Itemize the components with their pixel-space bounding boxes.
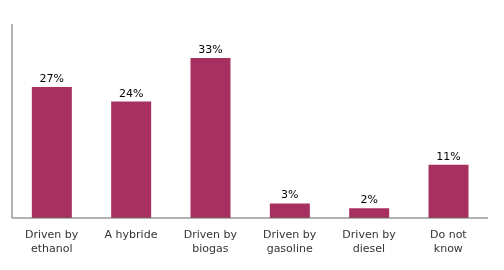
svg-text:2%: 2%: [360, 193, 377, 206]
svg-text:A hybride: A hybride: [105, 228, 158, 241]
svg-text:Driven bydiesel: Driven bydiesel: [342, 228, 396, 255]
svg-text:Driven bybiogas: Driven bybiogas: [184, 228, 238, 255]
svg-text:Driven byethanol: Driven byethanol: [25, 228, 79, 255]
svg-text:Do notknow: Do notknow: [430, 228, 467, 255]
svg-text:Driven bygasoline: Driven bygasoline: [263, 228, 317, 255]
svg-text:27%: 27%: [40, 72, 64, 85]
svg-text:33%: 33%: [198, 43, 222, 56]
svg-text:3%: 3%: [281, 188, 298, 201]
svg-text:24%: 24%: [119, 87, 143, 100]
svg-text:11%: 11%: [436, 150, 460, 163]
